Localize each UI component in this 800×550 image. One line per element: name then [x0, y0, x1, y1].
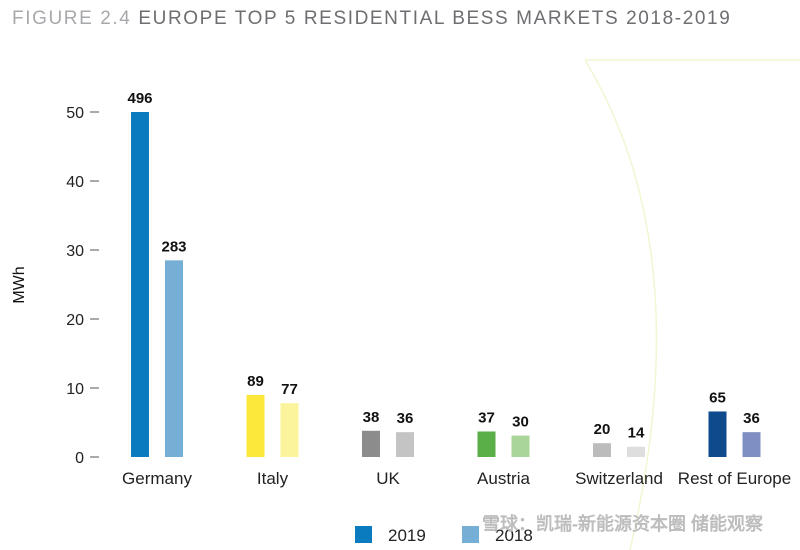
- y-axis: 0 10 20 30 40 50 MWh: [11, 105, 99, 467]
- data-label: 37: [478, 409, 495, 426]
- bar-2019-italy: [246, 394, 265, 457]
- x-category-label: Austria: [477, 469, 530, 488]
- figure-number: FIGURE 2.4: [12, 8, 132, 29]
- bar-2018-germany: [165, 260, 183, 457]
- legend-swatch-2019: [355, 526, 372, 543]
- legend-swatch-2018: [462, 526, 479, 543]
- y-axis-label: MWh: [11, 266, 28, 303]
- y-tick-label: 0: [75, 450, 84, 467]
- data-label: 496: [127, 90, 152, 107]
- x-category-label: UK: [376, 469, 400, 488]
- bar-2018-austria: [511, 435, 530, 457]
- bar-2019-uk: [362, 430, 380, 457]
- bars: [131, 112, 761, 457]
- data-label: 20: [594, 421, 611, 438]
- x-category-label: Italy: [257, 469, 289, 488]
- y-tick-label: 30: [66, 243, 84, 260]
- data-label: 65: [709, 389, 726, 406]
- bar-2019-austria: [477, 431, 496, 457]
- y-tick-label: 50: [66, 105, 84, 122]
- data-label: 30: [512, 414, 529, 431]
- bar-2019-germany: [131, 112, 149, 457]
- data-label: 38: [363, 409, 380, 426]
- figure-heading: EUROPE TOP 5 RESIDENTIAL BESS MARKETS 20…: [138, 8, 732, 29]
- bar-2019-switzerland: [593, 443, 611, 457]
- data-label: 77: [281, 381, 298, 398]
- y-tick-label: 40: [66, 174, 84, 191]
- data-label: 36: [397, 410, 414, 427]
- data-label: 36: [743, 410, 760, 427]
- legend-label-2019: 2019: [388, 526, 426, 545]
- bar-2018-rest-of-europe: [742, 432, 761, 457]
- data-label: 283: [161, 238, 186, 255]
- y-tick-label: 10: [66, 381, 84, 398]
- bar-2018-switzerland: [627, 446, 645, 457]
- decorative-arc: [584, 59, 800, 550]
- x-category-label: Rest of Europe: [678, 469, 791, 488]
- legend: 2019 2018: [355, 526, 533, 545]
- legend-label-2018: 2018: [495, 526, 533, 545]
- figure-title: FIGURE 2.4 EUROPE TOP 5 RESIDENTIAL BESS…: [12, 8, 731, 30]
- x-category-label: Switzerland: [575, 469, 663, 488]
- y-tick-label: 20: [66, 312, 84, 329]
- labels: 496 283 Germany 89 77 Italy 38 36 UK 37 30 Austria 2…: [122, 90, 791, 488]
- x-category-label: Germany: [122, 469, 192, 488]
- watermark-text: 雪球：凯瑞-新能源资本圈 储能观察: [482, 513, 764, 534]
- data-label: 89: [247, 373, 264, 390]
- data-label: 14: [628, 425, 645, 442]
- bar-2018-uk: [396, 432, 414, 457]
- bar-2018-italy: [280, 403, 299, 457]
- bar-2019-rest-of-europe: [708, 411, 727, 457]
